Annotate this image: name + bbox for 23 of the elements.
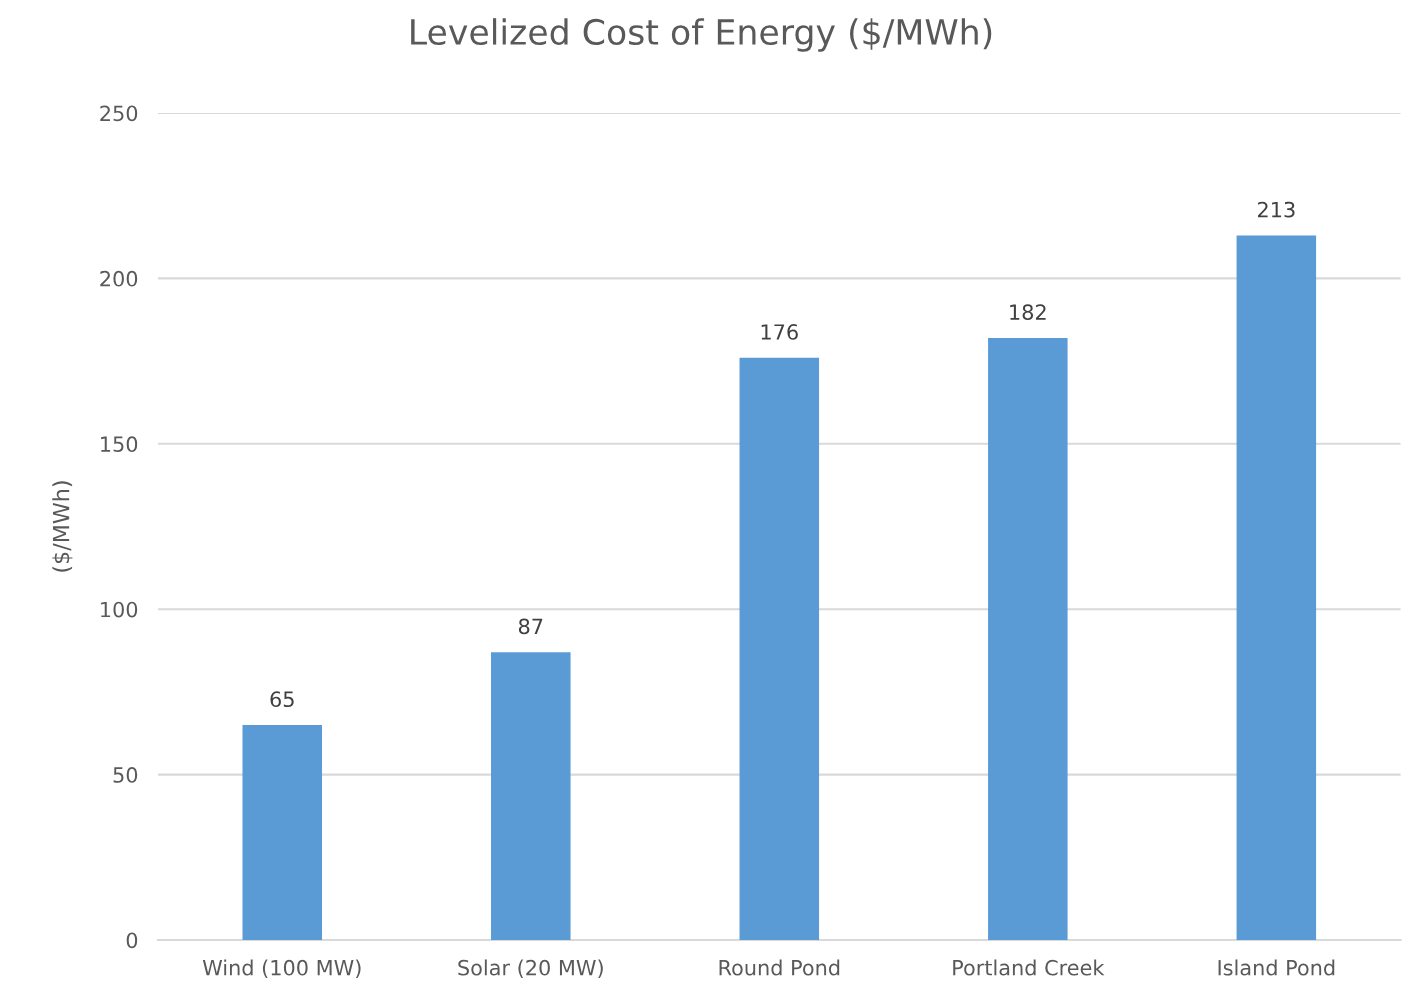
x-tick-label: Round Pond xyxy=(719,959,840,976)
data-label: 176 xyxy=(761,324,798,340)
data-label: 182 xyxy=(1010,304,1046,321)
bar xyxy=(491,652,571,940)
data-label: 87 xyxy=(518,618,543,635)
y-tick-label: 250 xyxy=(100,105,138,122)
y-tick-label: 100 xyxy=(101,601,138,618)
chart-title: Levelized Cost of Energy ($/MWh) xyxy=(411,18,992,52)
bar xyxy=(988,337,1068,940)
y-tick-label: 50 xyxy=(113,767,138,783)
x-tick-label: Wind (100 MW) xyxy=(202,959,361,979)
x-tick-label: Island Pond xyxy=(1218,959,1335,976)
bar xyxy=(739,357,820,940)
x-tick-label: Solar (20 MW) xyxy=(458,959,603,979)
bar xyxy=(242,724,323,940)
y-tick-label: 0 xyxy=(126,932,138,949)
data-label: 65 xyxy=(270,691,294,708)
y-tick-label: 150 xyxy=(101,436,138,453)
x-tick-label: Portland Creek xyxy=(953,959,1105,976)
y-tick-label: 200 xyxy=(100,270,138,287)
data-label: 213 xyxy=(1257,201,1295,218)
bar xyxy=(1236,235,1317,940)
y-axis-title: ($/MWh) xyxy=(52,481,73,572)
